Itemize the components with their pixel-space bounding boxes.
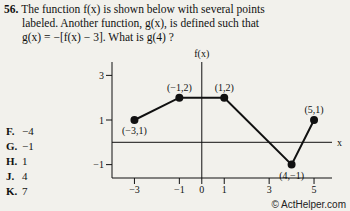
html-text:J.: J. [6,170,15,182]
html-text:−4: −4 [22,125,34,137]
svg-text:(−3,1): (−3,1) [122,125,147,137]
html-text:© ActHelper.com: © ActHelper.com [271,199,346,210]
svg-text:x: x [337,137,342,148]
svg-text:1: 1 [222,184,227,195]
svg-text:−1: −1 [174,184,185,195]
svg-text:3: 3 [267,184,272,195]
html-text:4: 4 [22,170,28,182]
svg-text:f(x): f(x) [194,48,209,60]
html-text:56. The function f(x) is shown: 56. The function f(x) is shown below wit… [4,3,265,15]
svg-text:−1: −1 [93,159,104,170]
html-text:G. −1: G. −1 [6,140,34,152]
svg-text:(−1,2): (−1,2) [167,82,192,94]
svg-text:0: 0 [199,184,204,195]
html-text:g(x) = −[f(x) − 3]. What is g(: g(x) = −[f(x) − 3]. What is g(4) ? [22,31,174,43]
svg-text:−3: −3 [129,184,140,195]
svg-text:3: 3 [99,70,104,81]
html-text:K. 7: K. 7 [6,185,28,197]
svg-text:(4,−1): (4,−1) [279,170,304,182]
html-text:H. 1: H. 1 [6,155,28,167]
html-text:labeled. Another function, g(x: labeled. Another function, g(x), is defi… [22,17,259,29]
svg-text:(5,1): (5,1) [304,104,323,116]
html-text:F.: F. [6,125,15,137]
svg-text:(1,2): (1,2) [215,82,234,94]
svg-text:5: 5 [312,184,317,195]
svg-text:1: 1 [99,115,104,126]
